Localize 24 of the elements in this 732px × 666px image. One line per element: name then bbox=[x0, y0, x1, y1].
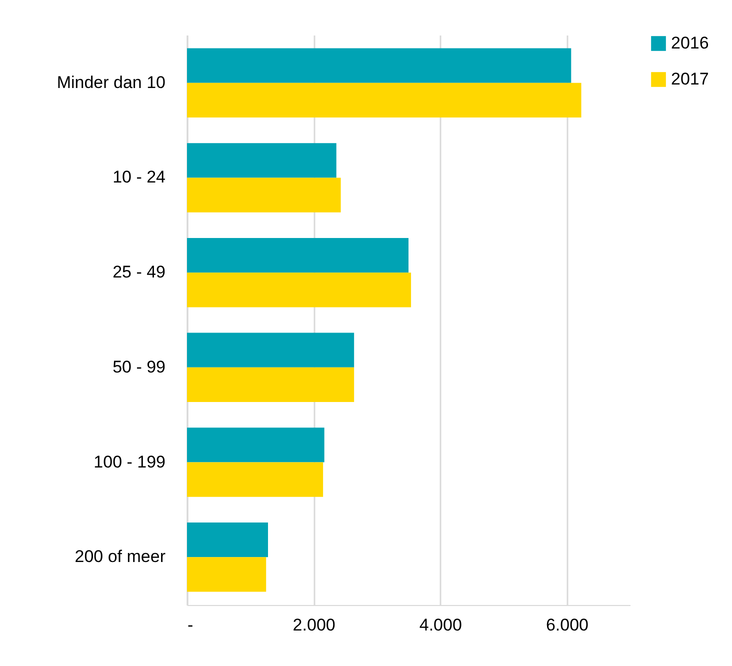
bar bbox=[187, 332, 354, 368]
bar bbox=[187, 557, 266, 592]
bar bbox=[187, 272, 412, 308]
bar bbox=[187, 48, 572, 83]
y-tick-label: 10 - 24 bbox=[112, 168, 166, 187]
bar bbox=[187, 462, 324, 497]
y-tick-label: 200 of meer bbox=[74, 547, 166, 566]
bar bbox=[187, 238, 408, 273]
bar bbox=[187, 428, 324, 462]
y-tick-label: Minder dan 10 bbox=[56, 72, 166, 92]
y-tick-label: 100 - 199 bbox=[94, 452, 166, 472]
legend-label: 2016 bbox=[671, 34, 709, 52]
x-tick-label: 2.000 bbox=[292, 616, 336, 634]
bar bbox=[187, 522, 268, 558]
bar bbox=[187, 367, 354, 402]
bar bbox=[187, 82, 582, 118]
y-tick-label: 50 - 99 bbox=[112, 357, 166, 376]
legend-label: 2017 bbox=[671, 70, 709, 88]
x-tick-label: - bbox=[188, 616, 194, 634]
bar bbox=[187, 143, 336, 178]
x-tick-label: 6.000 bbox=[546, 616, 588, 634]
x-tick-label: 4.000 bbox=[419, 616, 462, 634]
bar bbox=[187, 178, 341, 212]
y-tick-label: 25 - 49 bbox=[112, 262, 166, 282]
